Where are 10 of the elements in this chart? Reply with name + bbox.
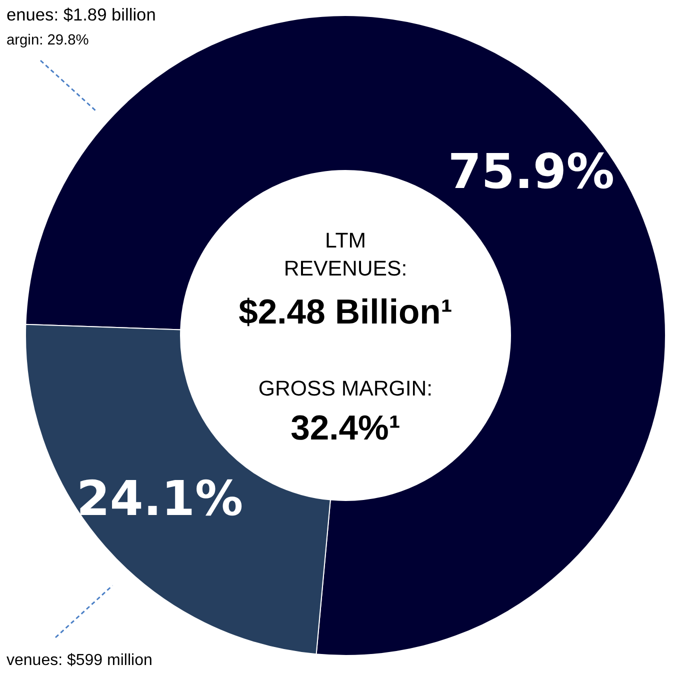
data-label: 24.1% bbox=[76, 471, 244, 528]
text: 32.4%¹ bbox=[290, 410, 400, 448]
text: argin: 29.8% bbox=[6, 32, 89, 48]
data-label: 75.9% bbox=[448, 144, 614, 200]
text: GROSS MARGIN: bbox=[258, 376, 433, 400]
text: REVENUES: bbox=[284, 256, 408, 280]
text: enues: $1.89 billion bbox=[6, 4, 156, 24]
text: venues: $599 million bbox=[6, 652, 152, 669]
text: LTM bbox=[324, 228, 366, 252]
text: $2.48 Billion¹ bbox=[238, 294, 452, 332]
